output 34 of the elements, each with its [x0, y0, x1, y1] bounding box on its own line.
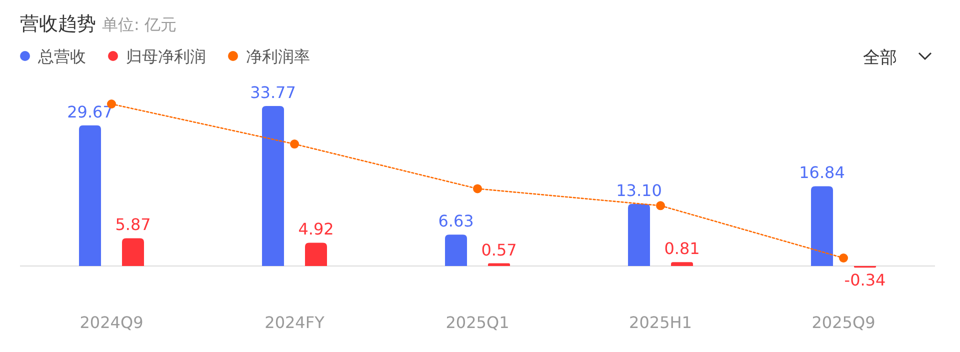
data-label: 0.81 — [664, 239, 700, 258]
bar — [671, 262, 693, 266]
x-tick-label: 2025Q9 — [812, 313, 876, 332]
bar — [79, 125, 101, 266]
data-label: 13.10 — [616, 180, 662, 200]
bar — [811, 186, 833, 266]
point — [839, 254, 848, 262]
data-label: 5.87 — [115, 215, 151, 234]
chart-title: 营收趋势 — [20, 13, 96, 35]
data-label: 4.92 — [298, 220, 334, 239]
point — [290, 140, 299, 149]
bar — [445, 234, 467, 266]
legend-label: 净利润率 — [246, 47, 310, 66]
legend-label: 归母净利润 — [126, 47, 206, 66]
point — [656, 201, 665, 210]
data-label: 0.57 — [481, 240, 517, 260]
bar — [305, 242, 327, 266]
bar — [488, 263, 510, 266]
data-label: 33.77 — [250, 83, 296, 102]
bar — [122, 238, 144, 266]
legend-label: 总营收 — [37, 47, 86, 66]
x-tick-label: 2025H1 — [629, 313, 692, 332]
x-tick-label: 2024FY — [264, 313, 325, 332]
data-label: 29.67 — [67, 102, 113, 122]
x-tick-label: 2025Q1 — [446, 313, 510, 332]
x-tick-label: 2024Q9 — [80, 313, 144, 332]
chart-subtitle: 单位: 亿元 — [102, 15, 176, 34]
data-label: 16.84 — [799, 163, 845, 182]
data-label: -0.34 — [844, 270, 886, 290]
data-label: 6.63 — [438, 212, 474, 231]
bar — [262, 106, 284, 266]
point — [473, 184, 482, 194]
bar — [628, 204, 650, 266]
text: 全部 — [863, 48, 897, 68]
